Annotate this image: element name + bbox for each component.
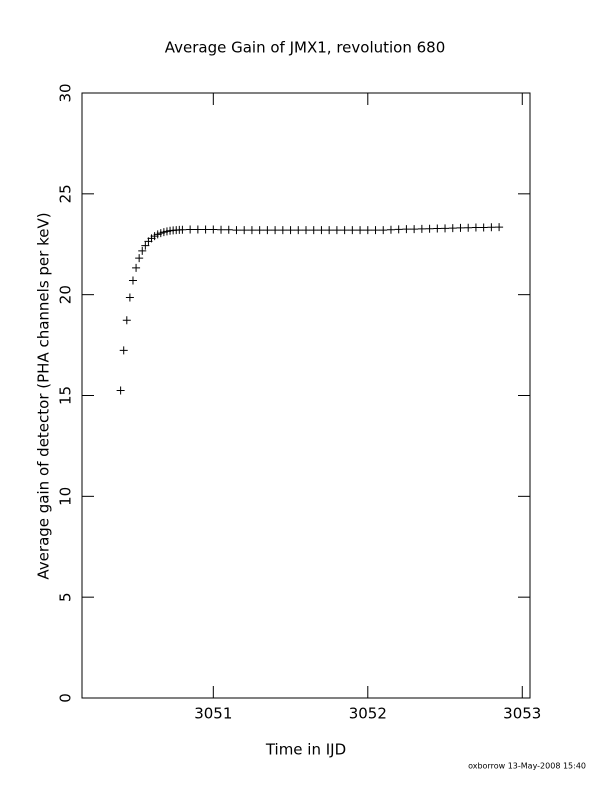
data-point [348, 226, 357, 235]
data-point [224, 225, 233, 234]
y-tick-label: 5 [57, 592, 75, 602]
data-point [217, 225, 226, 234]
data-point [417, 224, 426, 233]
data-point [247, 226, 256, 235]
y-tick-label: 10 [57, 487, 75, 506]
data-point [448, 224, 457, 233]
y-tick-label: 30 [57, 83, 75, 102]
data-point [487, 223, 496, 232]
data-point [263, 226, 272, 235]
x-axis-label: Time in IJD [265, 741, 346, 759]
data-point [433, 224, 442, 233]
data-point [410, 225, 419, 234]
data-point [456, 223, 465, 232]
x-tick-label: 3051 [194, 705, 232, 723]
y-tick-label: 20 [57, 285, 75, 304]
data-point [116, 386, 125, 395]
data-point [132, 263, 141, 272]
y-tick-label: 25 [57, 184, 75, 203]
data-point [138, 246, 147, 255]
data-point [209, 225, 218, 234]
data-point [119, 346, 128, 355]
y-tick-label: 15 [57, 386, 75, 405]
data-point [193, 225, 202, 234]
data-point [286, 226, 295, 235]
data-point [371, 226, 380, 235]
data-point [128, 276, 137, 285]
data-point [201, 225, 210, 234]
data-point [495, 223, 504, 232]
data-point [294, 226, 303, 235]
data-point [271, 226, 280, 235]
data-point [402, 225, 411, 234]
data-point [379, 226, 388, 235]
data-point [386, 225, 395, 234]
x-tick-label: 3053 [503, 705, 541, 723]
data-point [363, 226, 372, 235]
data-point [240, 226, 249, 235]
data-point [464, 223, 473, 232]
data-point [178, 225, 187, 234]
plot-frame [81, 92, 531, 699]
data-point [471, 223, 480, 232]
data-point [122, 316, 131, 325]
data-point [125, 293, 134, 302]
y-tick-label: 0 [57, 693, 75, 703]
data-point [317, 226, 326, 235]
data-point [278, 226, 287, 235]
chart-title: Average Gain of JMX1, revolution 680 [165, 39, 446, 57]
data-point [135, 254, 144, 263]
data-point [394, 225, 403, 234]
data-point [255, 226, 264, 235]
footer: oxborrow 13-May-2008 15:40 [468, 762, 586, 771]
data-point [332, 226, 341, 235]
data-point [479, 223, 488, 232]
data-point [302, 226, 310, 235]
data-point [141, 241, 150, 250]
data-point [325, 226, 334, 235]
data-point [356, 226, 365, 235]
data-point [441, 224, 450, 233]
data-point [309, 226, 318, 235]
data-point [425, 224, 434, 233]
data-point [340, 226, 349, 235]
x-tick-label: 3052 [349, 705, 387, 723]
y-axis-label: Average gain of detector (PHA channels p… [35, 212, 53, 579]
data-point [232, 226, 241, 235]
data-point [186, 225, 195, 234]
